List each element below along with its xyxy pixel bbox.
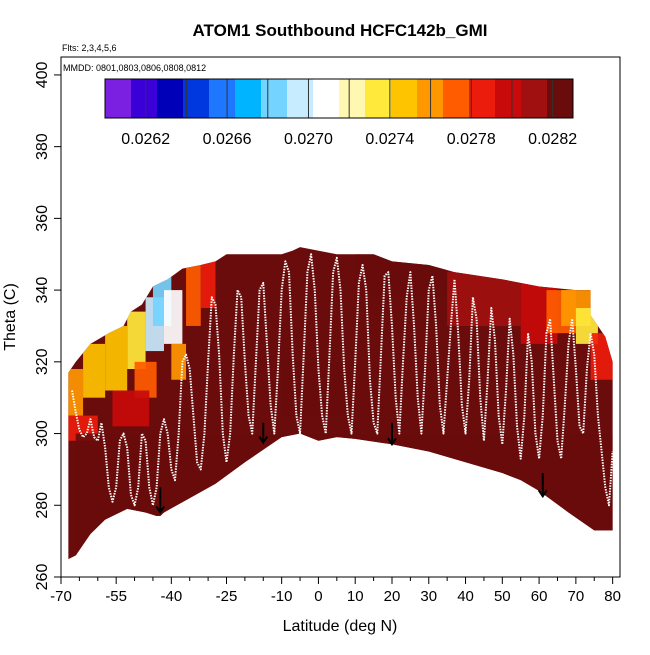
y-tick-label: 360 xyxy=(34,205,51,232)
axes: -70 -55 -40 -25 -10 0 10 20 30 40 50 60 70 80 260 280 30… xyxy=(34,61,621,605)
colorbar-swatch xyxy=(105,79,132,118)
colorbar-swatch xyxy=(313,79,340,118)
x-tick-label: 60 xyxy=(531,588,548,605)
y-tick-label: 380 xyxy=(34,133,51,160)
x-tick-label: 50 xyxy=(494,588,511,605)
x-tick-label: 10 xyxy=(347,588,364,605)
y-axis-label: Theta (C) xyxy=(2,283,19,351)
field-cell xyxy=(171,343,187,380)
colorbar-swatch xyxy=(495,79,522,118)
field-cell xyxy=(112,390,150,427)
colorbar: 0.0262 0.0266 0.0270 0.0274 0.0278 0.0282 xyxy=(104,78,577,148)
field-cell xyxy=(134,361,157,398)
colorbar-swatch xyxy=(443,79,470,118)
colorbar-tick-label: 0.0278 xyxy=(447,131,496,148)
field-cell xyxy=(83,343,106,398)
field-cell xyxy=(590,333,613,380)
x-tick-label: 30 xyxy=(420,588,437,605)
colorbar-swatch xyxy=(287,79,314,118)
flight-track-line xyxy=(71,253,614,507)
colorbar-swatch xyxy=(183,79,210,118)
arrow-head xyxy=(387,437,397,447)
x-tick-label: -70 xyxy=(50,588,72,605)
field-cell xyxy=(68,369,84,416)
field-cell xyxy=(127,311,146,369)
colorbar-swatch xyxy=(391,79,418,118)
colorbar-tick-label: 0.0274 xyxy=(365,131,414,148)
arrow-head xyxy=(537,489,548,499)
colorbar-swatch xyxy=(469,79,496,118)
field-cell xyxy=(75,433,613,560)
colorbar-swatch xyxy=(235,79,262,118)
profile-arrow xyxy=(537,473,548,499)
plot-frame xyxy=(60,56,621,578)
y-tick-label: 400 xyxy=(34,61,51,88)
field-cell xyxy=(447,272,521,326)
profile-arrow xyxy=(387,422,397,447)
x-tick-label: 70 xyxy=(568,588,585,605)
x-tick-label: 20 xyxy=(384,588,401,605)
profile-arrow xyxy=(258,422,269,445)
colorbar-swatch xyxy=(209,79,236,118)
y-tick-label: 340 xyxy=(34,277,51,304)
arrow-head xyxy=(155,505,166,515)
field-cell xyxy=(105,325,128,391)
colorbar-tick-label: 0.0262 xyxy=(121,131,170,148)
dates-note: MMDD: 0801,0803,0806,0808,0812 xyxy=(63,63,206,73)
y-tick-label: 260 xyxy=(34,564,51,591)
field-cell xyxy=(200,261,216,309)
colorbar-swatch xyxy=(157,79,184,118)
colorbar-tick-label: 0.0270 xyxy=(284,131,333,148)
x-tick-label: -10 xyxy=(271,588,293,605)
flight-track xyxy=(71,253,614,507)
colorbar-swatch xyxy=(261,79,288,118)
x-tick-label: 0 xyxy=(314,588,322,605)
x-tick-label: 80 xyxy=(604,588,621,605)
colorbar-swatch xyxy=(521,79,548,118)
y-tick-label: 280 xyxy=(34,492,51,519)
profile-arrow xyxy=(155,487,166,515)
colorbar-swatch xyxy=(547,79,574,118)
colorbar-tick-label: 0.0266 xyxy=(203,131,252,148)
y-tick-label: 320 xyxy=(34,348,51,375)
colorbar-swatch xyxy=(131,79,158,118)
chart-title: ATOM1 Southbound HCFC142b_GMI xyxy=(193,21,488,40)
y-tick-label: 300 xyxy=(34,420,51,447)
x-tick-label: -25 xyxy=(216,588,238,605)
x-tick-label: 40 xyxy=(457,588,474,605)
profile-arrows xyxy=(155,422,548,515)
colorbar-tick-label: 0.0282 xyxy=(528,131,577,148)
x-axis-label: Latitude (deg N) xyxy=(283,618,398,635)
arrow-head xyxy=(258,435,269,445)
field-cell xyxy=(163,290,183,344)
flights-note: Flts: 2,3,4,5,6 xyxy=(62,43,117,53)
x-tick-label: -40 xyxy=(160,588,182,605)
x-tick-label: -55 xyxy=(105,588,127,605)
colorbar-frame xyxy=(104,78,574,119)
colorbar-swatch xyxy=(339,79,366,118)
field-cell xyxy=(186,265,201,326)
colorbar-swatch xyxy=(365,79,392,118)
